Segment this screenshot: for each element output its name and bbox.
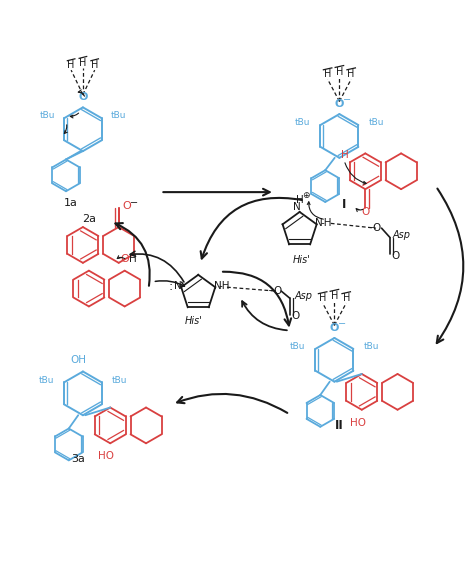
Text: O: O bbox=[120, 254, 129, 264]
Text: I: I bbox=[342, 198, 346, 211]
Text: Asp: Asp bbox=[295, 291, 313, 301]
Text: II: II bbox=[335, 419, 344, 432]
Text: −: − bbox=[130, 198, 138, 207]
Text: H: H bbox=[324, 70, 331, 79]
Text: -H: -H bbox=[219, 281, 230, 291]
Text: 2a: 2a bbox=[82, 214, 96, 224]
Text: H: H bbox=[91, 61, 99, 70]
Text: H: H bbox=[67, 61, 75, 70]
Text: N: N bbox=[315, 219, 323, 228]
Text: tBu: tBu bbox=[40, 111, 55, 120]
Text: :: : bbox=[169, 280, 173, 293]
Text: O: O bbox=[330, 323, 339, 333]
Text: N: N bbox=[214, 281, 221, 291]
Text: H: H bbox=[336, 67, 343, 77]
Text: −: − bbox=[338, 319, 346, 329]
Text: ⊕: ⊕ bbox=[302, 192, 310, 201]
Text: O: O bbox=[392, 251, 400, 261]
Text: tBu: tBu bbox=[368, 118, 384, 127]
Text: N: N bbox=[173, 281, 181, 291]
Text: -H: -H bbox=[320, 219, 332, 228]
Text: H: H bbox=[319, 293, 326, 303]
Text: −: − bbox=[343, 95, 351, 105]
Text: O: O bbox=[361, 207, 369, 217]
Text: H: H bbox=[341, 151, 349, 161]
Text: O: O bbox=[123, 201, 132, 211]
Text: HO: HO bbox=[350, 418, 366, 428]
Text: tBu: tBu bbox=[295, 118, 310, 127]
Text: H: H bbox=[296, 195, 303, 205]
Text: HO: HO bbox=[99, 451, 114, 461]
Text: H: H bbox=[343, 293, 350, 303]
Text: O: O bbox=[291, 311, 300, 321]
Text: O: O bbox=[335, 99, 344, 108]
Text: 3a: 3a bbox=[71, 454, 85, 464]
Text: His': His' bbox=[293, 256, 311, 265]
Text: OH: OH bbox=[70, 355, 86, 365]
Text: H: H bbox=[331, 291, 338, 301]
Text: −: − bbox=[267, 286, 276, 296]
Text: O: O bbox=[373, 223, 381, 233]
Text: O: O bbox=[273, 286, 282, 296]
Text: O: O bbox=[78, 92, 88, 102]
Text: 1a: 1a bbox=[64, 198, 78, 208]
Text: −: − bbox=[367, 223, 375, 233]
Text: H: H bbox=[129, 254, 137, 264]
Text: N: N bbox=[293, 202, 301, 212]
Text: tBu: tBu bbox=[38, 375, 54, 384]
Text: tBu: tBu bbox=[112, 375, 128, 384]
Text: His': His' bbox=[184, 316, 202, 326]
Text: tBu: tBu bbox=[110, 111, 126, 120]
Text: H: H bbox=[79, 58, 87, 68]
Text: tBu: tBu bbox=[364, 342, 379, 351]
Text: tBu: tBu bbox=[290, 342, 305, 351]
Text: Asp: Asp bbox=[393, 230, 411, 240]
Text: H: H bbox=[347, 70, 355, 79]
